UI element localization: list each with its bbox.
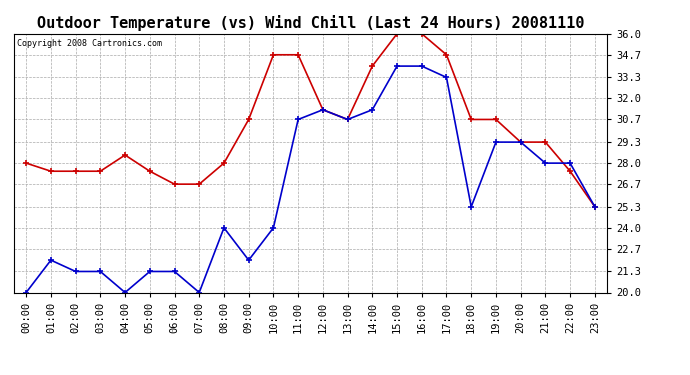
Title: Outdoor Temperature (vs) Wind Chill (Last 24 Hours) 20081110: Outdoor Temperature (vs) Wind Chill (Las… (37, 15, 584, 31)
Text: Copyright 2008 Cartronics.com: Copyright 2008 Cartronics.com (17, 39, 161, 48)
